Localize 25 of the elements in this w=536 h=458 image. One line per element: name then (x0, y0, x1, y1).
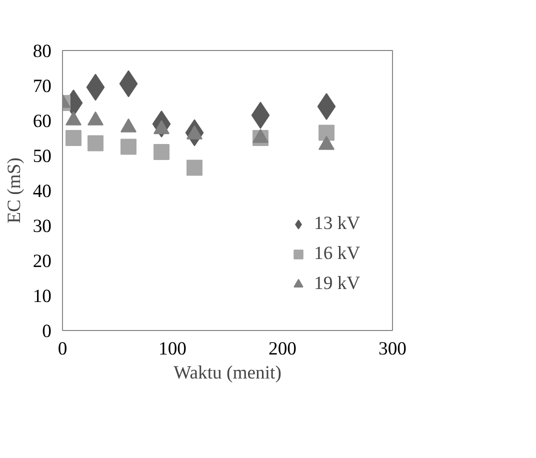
y-tick-label: 30 (32, 216, 52, 237)
point (317, 93, 336, 120)
y-tick-label: 10 (32, 286, 52, 307)
y-tick-label: 50 (32, 146, 52, 167)
y-tick-label: 20 (32, 251, 52, 272)
point (318, 124, 334, 141)
x-tick-label: 300 (378, 338, 406, 360)
y-tick-label: 40 (32, 181, 52, 202)
y-tick-label: 0 (42, 321, 52, 342)
point (66, 130, 82, 146)
legend-label: 19 kV (314, 273, 360, 295)
legend-label: 13 kV (314, 213, 360, 235)
point (154, 144, 170, 160)
point (186, 160, 202, 176)
y-axis-title: EC (mS) (4, 158, 25, 224)
x-tick-label: 0 (58, 338, 68, 360)
x-tick-label: 200 (268, 338, 296, 360)
x-tick-label: 100 (158, 338, 186, 360)
y-tick-label: 80 (32, 41, 52, 62)
legend-label: 16 kV (314, 243, 360, 265)
point (120, 138, 136, 155)
y-tick-label: 60 (32, 111, 52, 132)
y-tick-label: 70 (32, 76, 52, 97)
point (88, 135, 104, 152)
x-axis-title: Waktu (menit) (174, 362, 282, 384)
